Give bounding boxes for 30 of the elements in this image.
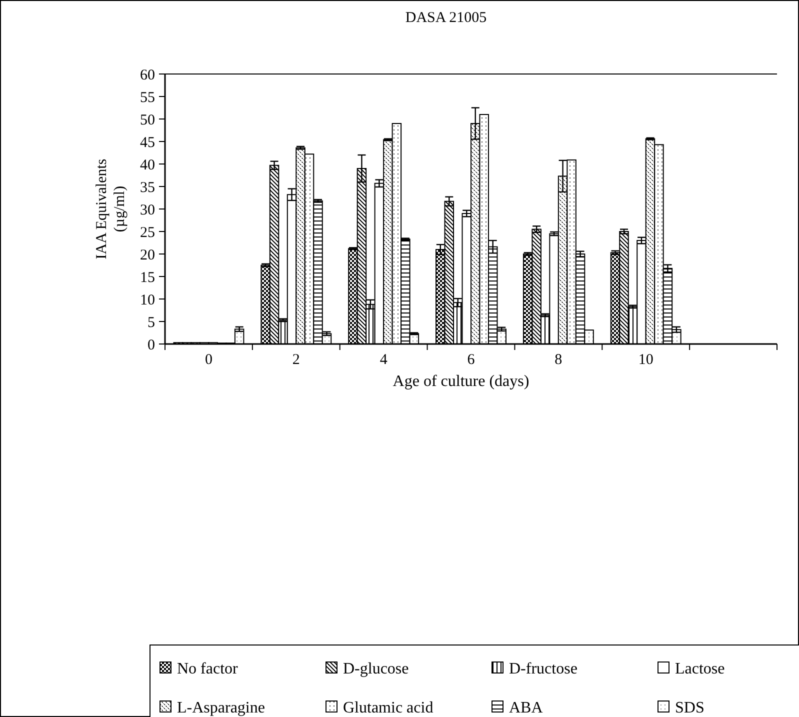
x-tick-label: 6 xyxy=(467,352,476,368)
y-tick-label: 55 xyxy=(140,90,155,106)
legend-label: D-glucose xyxy=(343,660,409,678)
y-tick-label: 50 xyxy=(140,112,155,128)
x-tick-label: 10 xyxy=(638,352,654,368)
x-tick-label: 4 xyxy=(380,352,388,368)
legend-label: D-fructose xyxy=(509,660,578,678)
x-tick-label: 8 xyxy=(554,352,562,368)
legend-label: ABA xyxy=(509,700,544,717)
legend-label: L-Asparagine xyxy=(177,700,265,717)
y-tick-label: 45 xyxy=(140,134,155,151)
legend-label: No factor xyxy=(177,660,239,678)
chart-title: DASA 21005 xyxy=(405,10,487,26)
x-tick-label: 2 xyxy=(292,352,300,368)
x-tick-label: 0 xyxy=(204,352,212,368)
y-tick-label: 25 xyxy=(140,224,155,241)
y-tick-label: 30 xyxy=(140,202,155,218)
y-tick-label: 0 xyxy=(148,337,155,354)
y-tick-label: 20 xyxy=(140,247,155,264)
y-tick-label: 10 xyxy=(140,292,155,308)
legend-label: Glutamic acid xyxy=(343,700,434,717)
y-tick-label: 60 xyxy=(140,67,155,84)
y-tick-label: 15 xyxy=(140,270,155,286)
y-tick-label: 40 xyxy=(140,157,155,174)
legend-label: SDS xyxy=(675,700,704,717)
x-axis-title: Age of culture (days) xyxy=(392,373,530,390)
y-tick-label: 5 xyxy=(148,314,155,331)
y-tick-label: 35 xyxy=(140,180,155,196)
y-axis-title: IAA Equivalents (µg/ml) xyxy=(94,158,128,260)
legend-label: Lactose xyxy=(675,660,725,678)
